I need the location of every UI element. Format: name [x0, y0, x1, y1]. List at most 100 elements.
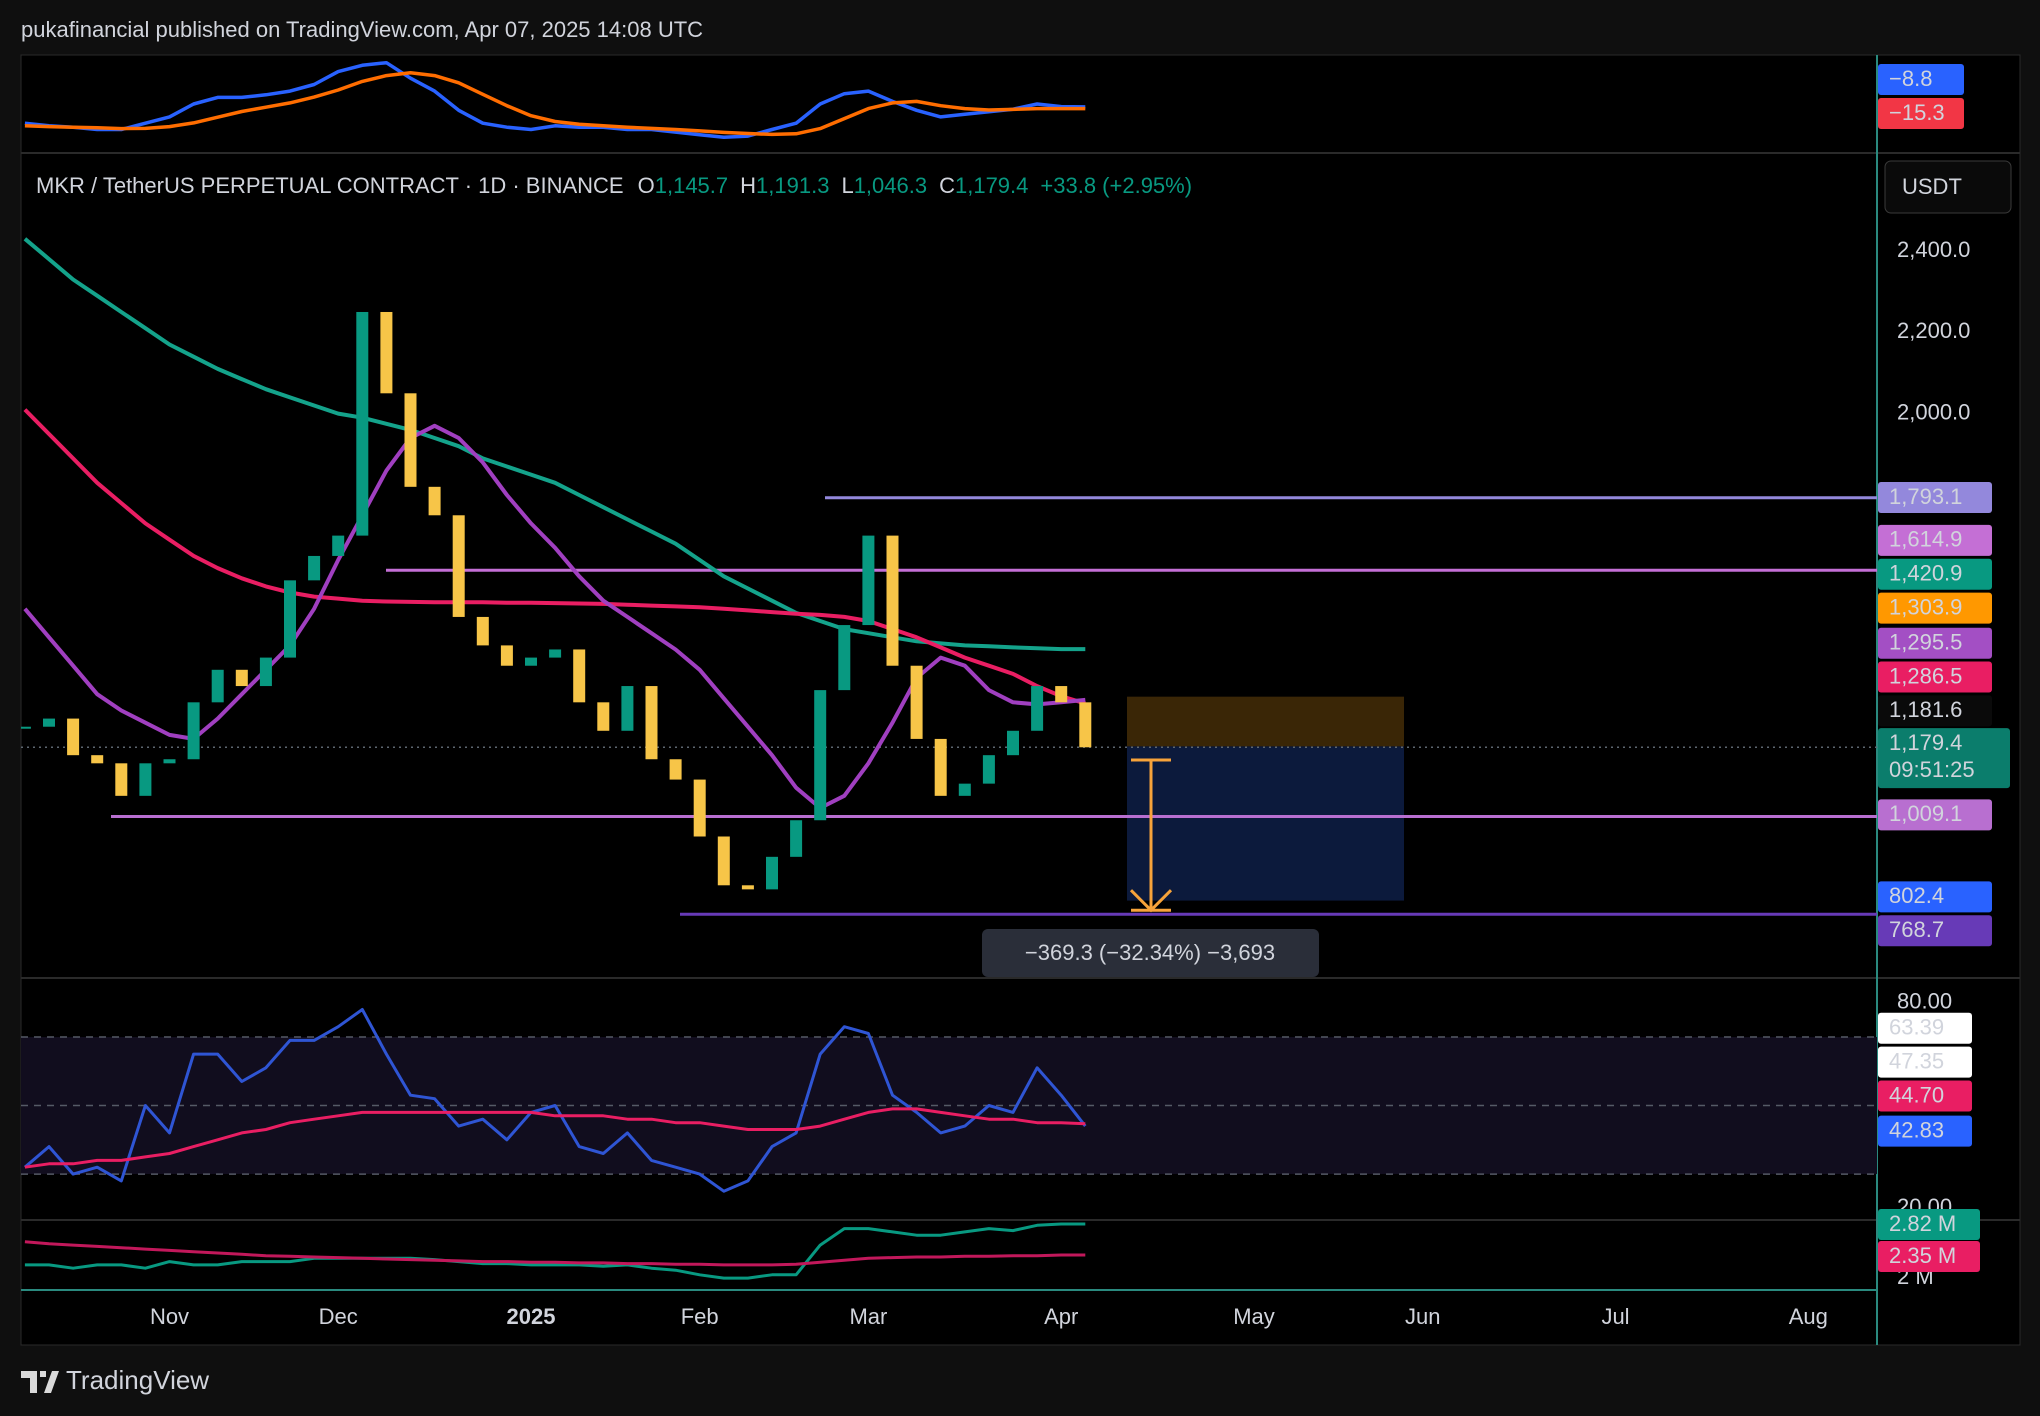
indicator-label-box: [1878, 1115, 1972, 1147]
candle-body: [886, 535, 899, 666]
legend: MKR / TetherUS PERPETUAL CONTRACT · 1D ·…: [36, 173, 1192, 198]
indicator-label: 2.82 M: [1889, 1211, 1956, 1236]
candle-body: [717, 836, 730, 886]
price-label-box: [1878, 592, 1992, 624]
candle-body: [43, 718, 55, 727]
x-tick-label: 2025: [507, 1304, 556, 1329]
indicator-label-box: [1878, 64, 1964, 95]
candle-body: [187, 702, 200, 760]
candle-body: [645, 686, 658, 760]
series-line: [23, 1008, 1087, 1193]
candle-body: [452, 515, 465, 617]
series-line: [23, 237, 1086, 652]
price-label: 1,179.4: [1889, 730, 1962, 755]
price-label: 802.4: [1889, 883, 1944, 908]
price-label: 768.7: [1889, 917, 1944, 942]
indicator-label-box: [1878, 1012, 1972, 1044]
candle-body: [910, 665, 923, 739]
series-line: [23, 408, 1086, 706]
candle-body: [21, 726, 31, 729]
candle-body: [573, 649, 586, 703]
x-tick-label: May: [1233, 1304, 1275, 1329]
x-tick-label: Dec: [319, 1304, 358, 1329]
candle-body: [525, 657, 537, 666]
rsi-pane: [21, 1008, 1877, 1193]
indicator-label: −15.3: [1889, 100, 1945, 125]
series-line: [24, 1240, 1086, 1267]
price-label-box: [1878, 799, 1992, 831]
candle-body: [332, 535, 345, 556]
currency[interactable]: USDT: [1902, 174, 1962, 199]
x-tick-label: Feb: [681, 1304, 719, 1329]
series-line: [24, 71, 1086, 137]
candle-body: [308, 555, 321, 581]
candle-body: [476, 616, 489, 646]
x-tick-label: Jun: [1405, 1304, 1440, 1329]
measure-label: −369.3 (−32.34%) −3,693: [1025, 940, 1275, 965]
legend-value: +33.8 (+2.95%): [1040, 173, 1192, 198]
macd-pane: [24, 60, 1086, 139]
publisher: pukafinancial published on TradingView.c…: [21, 17, 703, 42]
x-tick-label: Aug: [1789, 1304, 1828, 1329]
legend-value: 1,046.3: [854, 173, 927, 198]
price-label: 1,793.1: [1889, 484, 1962, 509]
candle-body: [115, 763, 128, 796]
candle-body: [284, 580, 296, 658]
legend-value: 1,145.7: [655, 173, 728, 198]
main-pane: [21, 237, 1877, 916]
indicator-label: 42.83: [1889, 1117, 1944, 1142]
x-tick-label: Apr: [1044, 1304, 1078, 1329]
indicator-label: 63.39: [1889, 1015, 1944, 1040]
y-tick-label: 2,200.0: [1897, 318, 1970, 343]
legend-value: 1,179.4: [955, 173, 1028, 198]
candle-body: [790, 820, 803, 857]
price-label-box: [1878, 915, 1992, 947]
legend-value: 1,191.3: [756, 173, 829, 198]
candle-body: [1007, 730, 1019, 756]
price-label-box: [1878, 881, 1992, 913]
price-label-box: [1878, 627, 1992, 659]
indicator-label: 44.70: [1889, 1082, 1944, 1107]
candle-body: [597, 702, 610, 731]
indicator-label: −8.8: [1889, 66, 1932, 91]
candle-body: [838, 625, 851, 691]
indicator-label-box: [1878, 1209, 1980, 1240]
price-label: 1,614.9: [1889, 527, 1962, 552]
series-line: [23, 423, 1086, 810]
candle-body: [1031, 686, 1044, 731]
price-label-box: [1878, 558, 1992, 590]
candle-body: [669, 759, 682, 780]
indicator-label: 47.35: [1889, 1048, 1944, 1073]
candle-body: [814, 690, 827, 821]
price-label-box: [1878, 481, 1992, 513]
brand-logo: [21, 1371, 59, 1393]
axes: 2,400.0 2,200.0 2,000.0 1,793.1 1,614.9 1,420…: [150, 64, 2010, 1329]
price-label-box: [1878, 695, 1992, 727]
candle-body: [163, 759, 176, 764]
stop-zone: [1127, 696, 1404, 747]
price-label-box: [1878, 524, 1992, 556]
candle-body: [766, 856, 778, 890]
currency-button-box[interactable]: [1884, 160, 2012, 214]
candle-body: [693, 779, 706, 837]
candle-body: [741, 885, 754, 890]
candle-body: [500, 645, 513, 666]
price-label: 1,286.5: [1889, 663, 1962, 688]
currency-button[interactable]: USDT: [1884, 160, 2012, 214]
target-zone: [1127, 746, 1404, 901]
candle-body: [1079, 702, 1092, 748]
price-label: 1,420.9: [1889, 561, 1962, 586]
y-tick-label: 2,000.0: [1897, 399, 1970, 424]
candle-body: [356, 311, 369, 536]
candle-body: [404, 393, 417, 487]
x-tick-label: Mar: [849, 1304, 887, 1329]
series-line: [24, 60, 1086, 139]
brand-name: TradingView: [66, 1365, 209, 1395]
candle-body: [1055, 686, 1068, 703]
candle-body: [91, 755, 104, 764]
candle-body: [958, 783, 971, 796]
candle-body: [428, 486, 441, 516]
indicator-label: 2.35 M: [1889, 1243, 1956, 1268]
indicator-label-box: [1878, 1046, 1972, 1078]
